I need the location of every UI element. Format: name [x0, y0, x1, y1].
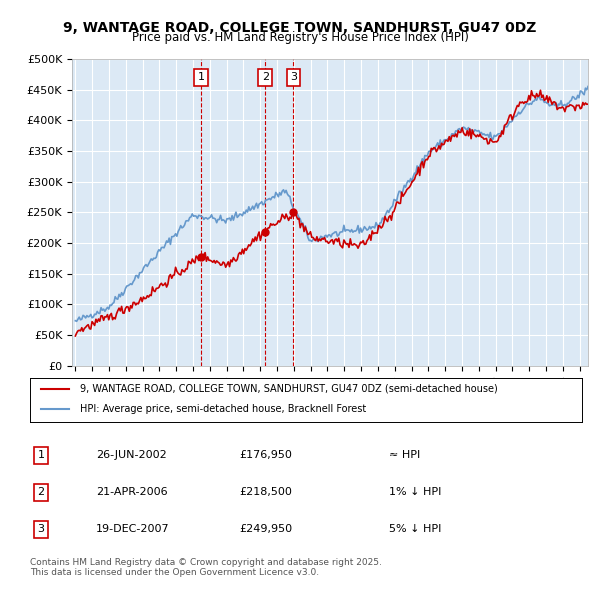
Text: 2: 2: [37, 487, 44, 497]
Text: £218,500: £218,500: [240, 487, 293, 497]
Text: 3: 3: [290, 73, 297, 83]
Text: 3: 3: [38, 525, 44, 535]
Text: £176,950: £176,950: [240, 450, 293, 460]
Text: 5% ↓ HPI: 5% ↓ HPI: [389, 525, 441, 535]
Text: 1: 1: [197, 73, 205, 83]
Text: 1: 1: [38, 450, 44, 460]
Text: HPI: Average price, semi-detached house, Bracknell Forest: HPI: Average price, semi-detached house,…: [80, 405, 366, 414]
Text: 21-APR-2006: 21-APR-2006: [96, 487, 168, 497]
Text: 9, WANTAGE ROAD, COLLEGE TOWN, SANDHURST, GU47 0DZ: 9, WANTAGE ROAD, COLLEGE TOWN, SANDHURST…: [64, 21, 536, 35]
Text: 26-JUN-2002: 26-JUN-2002: [96, 450, 167, 460]
Text: 9, WANTAGE ROAD, COLLEGE TOWN, SANDHURST, GU47 0DZ (semi-detached house): 9, WANTAGE ROAD, COLLEGE TOWN, SANDHURST…: [80, 384, 497, 394]
Text: £249,950: £249,950: [240, 525, 293, 535]
Text: Contains HM Land Registry data © Crown copyright and database right 2025.
This d: Contains HM Land Registry data © Crown c…: [30, 558, 382, 577]
Text: ≈ HPI: ≈ HPI: [389, 450, 420, 460]
Text: 19-DEC-2007: 19-DEC-2007: [96, 525, 170, 535]
Text: Price paid vs. HM Land Registry's House Price Index (HPI): Price paid vs. HM Land Registry's House …: [131, 31, 469, 44]
Text: 2: 2: [262, 73, 269, 83]
Text: 1% ↓ HPI: 1% ↓ HPI: [389, 487, 441, 497]
